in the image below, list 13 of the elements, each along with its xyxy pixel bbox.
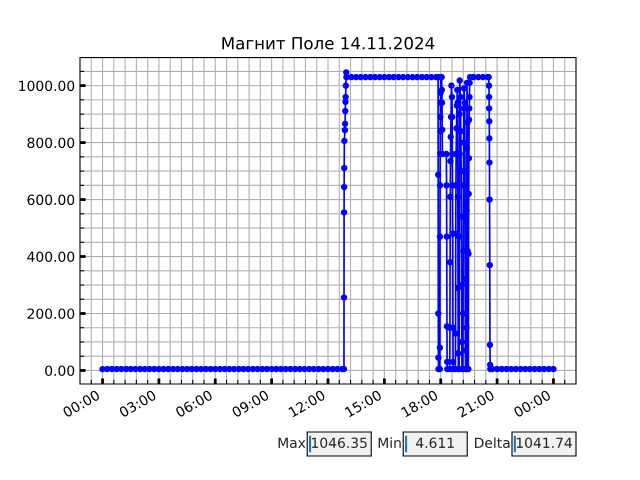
text: 1046.35 <box>312 438 367 448</box>
text: Max <box>278 438 306 448</box>
y-tick-label: 1000.00 <box>19 80 74 92</box>
y-tick-label: 0.00 <box>45 365 74 376</box>
text: Min <box>378 437 401 448</box>
chart-title: Магнит Поле 14.11.2024 <box>222 36 434 50</box>
y-tick-label: 200.00 <box>28 308 74 319</box>
y-tick-label: 800.00 <box>27 138 74 148</box>
text: 1041.74 <box>516 438 572 448</box>
y-tick-label: 400.00 <box>27 252 74 262</box>
text: Delta <box>475 437 510 448</box>
text: 4.611 <box>416 438 454 448</box>
y-tick-label: 600.00 <box>28 194 74 206</box>
